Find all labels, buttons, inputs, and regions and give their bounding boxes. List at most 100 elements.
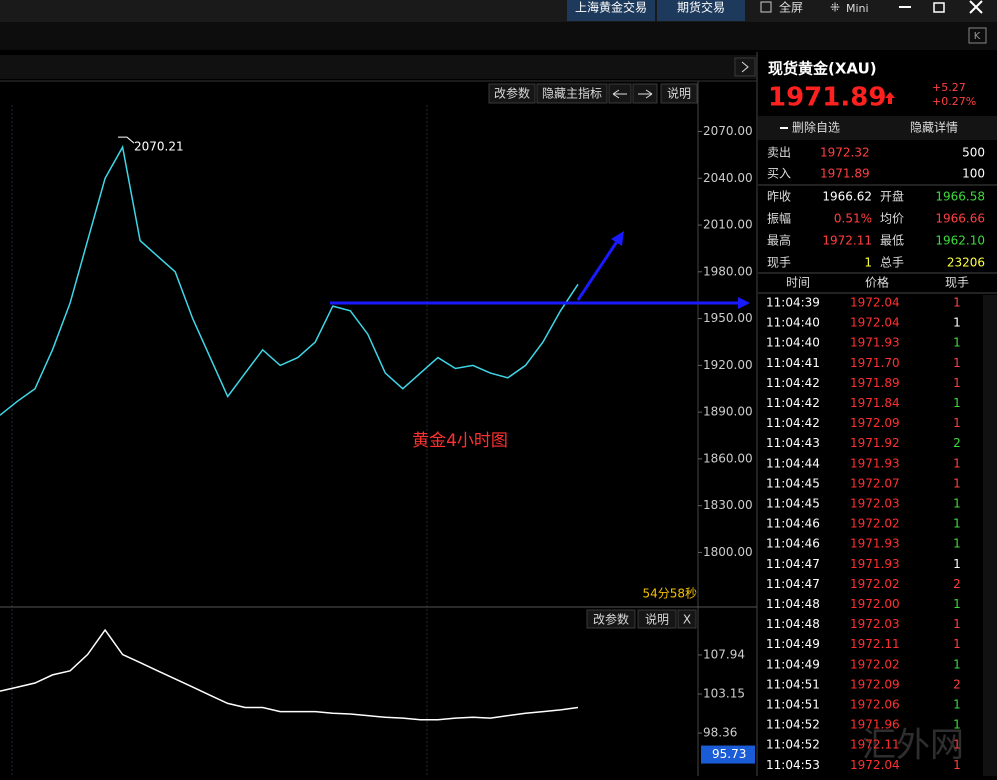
trade-volume: 1: [953, 356, 961, 370]
trade-volume: 1: [953, 738, 961, 752]
tab-label[interactable]: 期货交易: [677, 0, 725, 15]
y-tick-label: 1950.00: [703, 311, 753, 325]
button[interactable]: [488, 83, 536, 104]
stat-label: 现手: [767, 256, 791, 270]
y-tick-label: 1980.00: [703, 264, 753, 278]
remove[interactable]: 删除自选: [792, 120, 840, 135]
button[interactable]: [586, 609, 636, 629]
trade-price: 1971.89: [850, 376, 900, 390]
trade-header: 价格: [865, 275, 889, 290]
trade-price: 1972.02: [850, 657, 900, 671]
change-pct: +0.27%: [932, 95, 976, 108]
trade-price: 1972.11: [850, 738, 900, 752]
button[interactable]: [637, 609, 677, 629]
symbol-name: 现货黄金(XAU): [768, 60, 877, 78]
price-line: [0, 628, 579, 721]
trade-header: 时间: [786, 276, 810, 290]
trade-time: 11:04:49: [766, 657, 820, 671]
hide-details[interactable]: 隐藏详情: [910, 120, 958, 135]
arrow-line: [576, 239, 620, 301]
trade-volume: 1: [953, 476, 961, 490]
trade-time: 11:04:40: [766, 336, 820, 350]
trade-time: 11:04:48: [766, 597, 820, 611]
y-tick-label: 103.15: [703, 687, 745, 701]
button-label[interactable]: X: [683, 613, 691, 627]
trade-header: 现手: [945, 276, 969, 290]
tab[interactable]: [657, 0, 745, 21]
button-label[interactable]: 隐藏主指标: [542, 86, 602, 101]
trade-price: 1972.04: [850, 296, 900, 310]
title-bar: [0, 0, 997, 22]
price-line: [0, 144, 579, 416]
maximize[interactable]: [933, 2, 945, 13]
chart-toolbar: [0, 55, 757, 79]
close[interactable]: [969, 0, 983, 14]
trade-time: 11:04:40: [766, 316, 820, 330]
trade-time: 11:04:42: [766, 376, 820, 390]
scrollbar[interactable]: [983, 295, 997, 776]
last-price: 1971.89: [768, 83, 886, 113]
trade-time: 11:04:44: [766, 456, 820, 470]
trade-time: 11:04:41: [766, 356, 820, 370]
expand-button[interactable]: [734, 57, 756, 77]
stat-label: 均价: [880, 212, 904, 226]
trade-time: 11:04:45: [766, 497, 820, 511]
button-label[interactable]: 改参数: [494, 86, 530, 101]
y-tick-label: 2070.00: [703, 124, 753, 138]
change: +5.27: [932, 81, 966, 94]
trade-volume: 1: [953, 597, 961, 611]
trade-volume: 1: [953, 758, 961, 772]
trade-volume: 1: [953, 416, 961, 430]
trade-price: 1972.02: [850, 577, 900, 591]
trade-time: 11:04:48: [766, 617, 820, 631]
trade-volume: 1: [953, 657, 961, 671]
y-tick-label: 1800.00: [703, 545, 753, 559]
trade-price: 1972.09: [850, 416, 900, 430]
trade-time: 11:04:52: [766, 738, 820, 752]
trade-price: 1971.70: [850, 356, 900, 370]
stat-label: 最低: [880, 234, 904, 248]
trade-price: 1972.03: [850, 617, 900, 631]
trade-price: 1972.03: [850, 497, 900, 511]
countdown: 54分58秒: [642, 587, 697, 601]
quote-price: 1971.89: [820, 167, 870, 181]
trade-time: 11:04:52: [766, 718, 820, 732]
stat-label: 振幅: [767, 211, 791, 226]
y-tick-label: 2010.00: [703, 218, 753, 232]
stat-value: 1966.62: [822, 190, 872, 204]
arrow-head: [611, 231, 624, 246]
trade-volume: 1: [953, 698, 961, 712]
peak-label: 2070.21: [134, 140, 184, 154]
trade-volume: 1: [953, 456, 961, 470]
mini[interactable]: Mini: [846, 2, 869, 15]
current-label: 95.73: [712, 747, 746, 761]
stat-value: 1972.11: [822, 234, 872, 248]
trade-volume: 1: [953, 718, 961, 732]
trade-volume: 1: [953, 376, 961, 390]
right-icon: [638, 89, 653, 99]
button[interactable]: [660, 83, 698, 104]
button-label[interactable]: 改参数: [593, 612, 629, 627]
trade-price: 1971.93: [850, 336, 900, 350]
y-tick-label: 1860.00: [703, 451, 753, 465]
button[interactable]: [536, 83, 608, 104]
trade-time: 11:04:42: [766, 416, 820, 430]
trade-time: 11:04:49: [766, 637, 820, 651]
chart-title: 黄金4小时图: [412, 431, 508, 451]
trade-time: 11:04:43: [766, 436, 820, 450]
k-button[interactable]: [968, 27, 987, 44]
quote-volume: 500: [962, 146, 985, 160]
trade-volume: 1: [953, 336, 961, 350]
button-label[interactable]: 说明: [667, 86, 691, 101]
button[interactable]: [677, 609, 697, 629]
trade-price: 1971.93: [850, 456, 900, 470]
tab[interactable]: [567, 0, 655, 21]
tab-label[interactable]: 上海黄金交易: [575, 0, 647, 15]
fullscreen[interactable]: 全屏: [779, 0, 803, 15]
y-tick-label: 1920.00: [703, 358, 753, 372]
trade-price: 1972.02: [850, 517, 900, 531]
trade-volume: 2: [953, 436, 961, 450]
watermark: 汇外网: [862, 726, 964, 766]
button-label[interactable]: 说明: [645, 612, 669, 627]
trade-time: 11:04:42: [766, 396, 820, 410]
